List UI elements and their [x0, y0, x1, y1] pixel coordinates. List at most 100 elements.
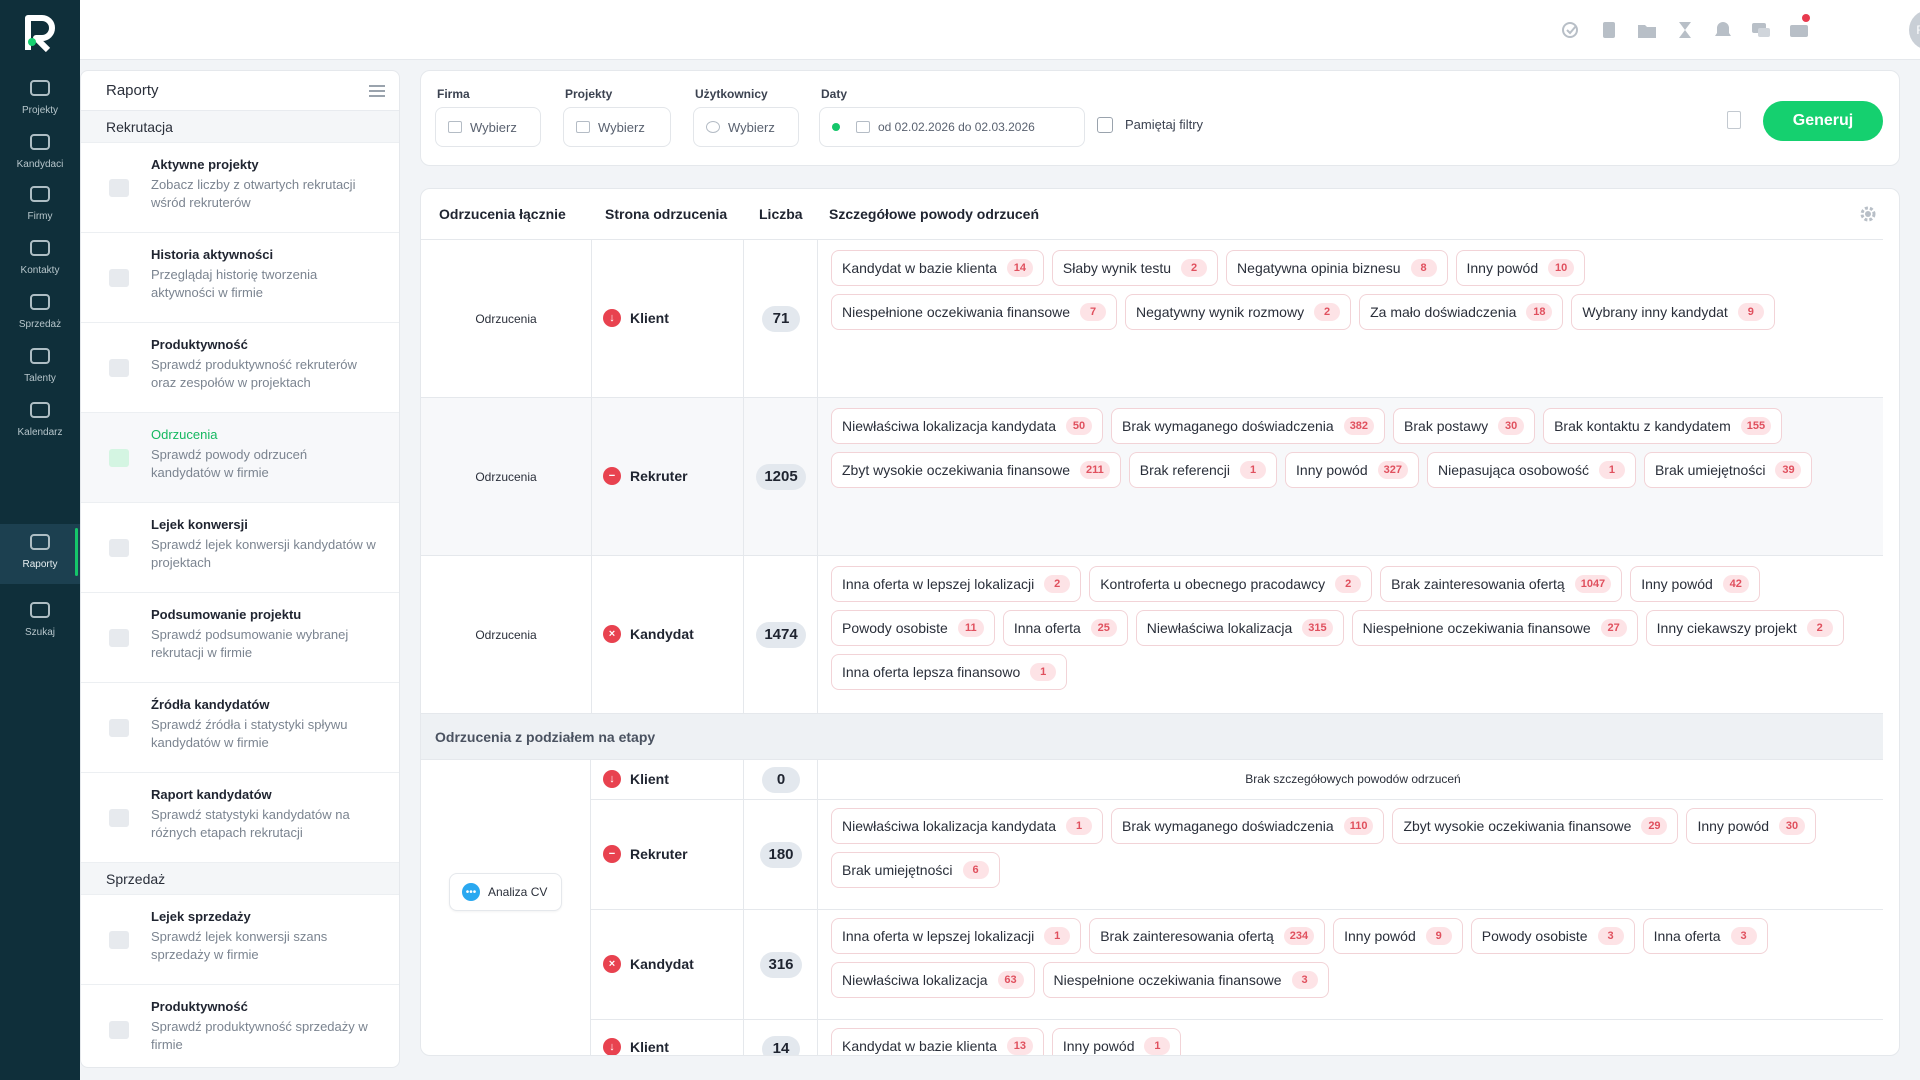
recruitment-report-item[interactable]: Podsumowanie projektu Sprawdź podsumowani…	[81, 593, 399, 683]
bell-icon[interactable]	[1712, 20, 1734, 40]
reason-label: Niespełnione oczekiwania finansowe	[1362, 620, 1591, 636]
report-title: Odrzucenia	[151, 427, 218, 442]
rejection-side: ↓ Klient	[603, 770, 669, 788]
reason-list: Niewłaściwa lokalizacja kandydata 50 Brak …	[823, 408, 1883, 488]
people-icon	[30, 134, 50, 150]
wallet-icon[interactable]	[1788, 20, 1810, 40]
reason-label: Za mało doświadczenia	[1370, 304, 1517, 320]
settings-gear-icon[interactable]	[1859, 205, 1877, 223]
reason-pill: Niespełnione oczekiwania finansowe 7	[831, 294, 1118, 330]
reason-count: 1	[1598, 461, 1625, 479]
report-icon	[109, 449, 129, 467]
rejection-side: × Kandydat	[603, 955, 694, 973]
nav-item-sprzedaż[interactable]: Sprzedaż	[0, 292, 80, 352]
calendar-icon	[30, 402, 50, 418]
remember-filters-checkbox[interactable]	[1097, 117, 1113, 133]
sales-report-item[interactable]: Produktywność Sprawdź produktywność sprze…	[81, 985, 399, 1067]
reason-pill: Inny powód 1	[1051, 1028, 1182, 1055]
menu-icon[interactable]	[369, 85, 385, 97]
export-document-icon[interactable]	[1727, 111, 1741, 129]
reason-label: Brak zainteresowania ofertą	[1391, 576, 1565, 592]
group-label: Odrzucenia	[475, 470, 537, 484]
search-icon	[30, 602, 50, 618]
reason-pill: Inna oferta w lepszej lokalizacji 2	[831, 566, 1082, 602]
reason-pill: Brak kontaktu z kandydatem 155	[1543, 408, 1783, 444]
reason-count: 7	[1080, 303, 1107, 321]
recruitment-report-item[interactable]: Produktywność Sprawdź produktywność rekru…	[81, 323, 399, 413]
reason-label: Kandydat w bazie klienta	[842, 260, 997, 276]
sales-report-item[interactable]: Lejek sprzedaży Sprawdź lejek konwersji s…	[81, 895, 399, 985]
report-icon	[109, 269, 129, 287]
column-divider	[591, 556, 592, 713]
users-select-value: Wybierz	[728, 119, 775, 135]
reason-pill: Powody osobiste 3	[1470, 918, 1635, 954]
reason-count: 6	[962, 861, 989, 879]
nav-item-firmy[interactable]: Firmy	[0, 184, 80, 244]
nav-item-kontakty[interactable]: Kontakty	[0, 238, 80, 298]
recruitment-report-item[interactable]: Historia aktywności Przeglądaj historię t…	[81, 233, 399, 323]
report-description: Sprawdź podsumowanie wybranej rekrutacji…	[151, 627, 349, 660]
reason-label: Negatywna opinia biznesu	[1237, 260, 1401, 276]
date-range-picker[interactable]: od 02.02.2026 do 02.03.2026	[819, 107, 1085, 147]
folder-icon[interactable]	[1636, 20, 1658, 40]
reason-count: 3	[1291, 971, 1318, 989]
reason-count: 18	[1526, 303, 1553, 321]
recruitment-report-item[interactable]: Lejek konwersji Sprawdź lejek konwersji k…	[81, 503, 399, 593]
reason-pill: Inny powód 327	[1285, 452, 1419, 488]
reason-count: 1047	[1574, 575, 1612, 593]
reason-count: 10	[1548, 259, 1575, 277]
reason-count: 2	[1806, 619, 1833, 637]
reason-pill: Niewłaściwa lokalizacja kandydata 1	[831, 808, 1103, 844]
side-label: Rekruter	[630, 468, 688, 484]
reason-label: Wybrany inny kandydat	[1582, 304, 1728, 320]
monitor-icon	[576, 121, 590, 133]
users-select[interactable]: Wybierz	[693, 107, 799, 147]
clipboard-icon[interactable]	[1598, 20, 1620, 40]
firm-select[interactable]: Wybierz	[435, 107, 541, 147]
user-avatar[interactable]: REC	[1909, 10, 1920, 50]
column-divider	[817, 556, 818, 713]
reason-pill: Inna oferta 25	[1002, 610, 1128, 646]
nav-item-talenty[interactable]: Talenty	[0, 346, 80, 406]
report-title: Źródła kandydatów	[151, 697, 270, 712]
nav-label: Talenty	[24, 373, 56, 384]
recruitment-report-item[interactable]: Aktywne projekty Zobacz liczby z otwartyc…	[81, 143, 399, 233]
reason-count: 2	[1335, 575, 1362, 593]
reason-count: 1	[1240, 461, 1267, 479]
stage-badge[interactable]: ••• Analiza CV	[449, 873, 563, 911]
rejection-side: − Rekruter	[603, 467, 688, 485]
nav-item-kalendarz[interactable]: Kalendarz	[0, 400, 80, 460]
no-reasons-text: Brak szczegółowych powodów odrzuceń	[1245, 772, 1461, 786]
nav-item-szukaj[interactable]: Szukaj	[0, 600, 80, 660]
hourglass-icon[interactable]	[1674, 20, 1696, 40]
nav-item-projekty[interactable]: Projekty	[0, 78, 80, 138]
reports-title: Raporty	[106, 82, 159, 99]
reason-count: 39	[1775, 461, 1802, 479]
chat-icon[interactable]	[1750, 20, 1772, 40]
recruitment-report-item[interactable]: Odrzucenia Sprawdź powody odrzuceń kandyd…	[81, 413, 399, 503]
project-select[interactable]: Wybierz	[563, 107, 671, 147]
monitor-icon	[30, 80, 50, 96]
report-icon	[109, 719, 129, 737]
checkmark-icon[interactable]	[1560, 20, 1582, 40]
app-logo[interactable]	[22, 12, 58, 52]
recruitment-report-item[interactable]: Źródła kandydatów Sprawdź źródła i statys…	[81, 683, 399, 773]
kandydat-icon: ×	[603, 625, 621, 643]
generate-button[interactable]: Generuj	[1763, 101, 1883, 141]
firm-select-value: Wybierz	[470, 119, 517, 135]
rejection-side: ↓ Klient	[603, 1038, 669, 1055]
calendar-icon	[856, 121, 870, 133]
recruitment-report-item[interactable]: Raport kandydatów Sprawdź statystyki kand…	[81, 773, 399, 863]
more-icon: •••	[462, 883, 480, 901]
rejection-count: 0	[751, 767, 811, 793]
total-row: Odrzucenia − Rekruter 1205 Niewłaściwa lokal…	[421, 397, 1883, 555]
side-label: Klient	[630, 771, 669, 787]
stages-section-header: Odrzucenia z podziałem na etapy	[421, 713, 1883, 759]
nav-item-raporty[interactable]: Raporty	[0, 524, 80, 584]
nav-item-kandydaci[interactable]: Kandydaci	[0, 132, 80, 192]
reason-pill: Kontroferta u obecnego pracodawcy 2	[1089, 566, 1373, 602]
reason-pill: Brak postawy 30	[1393, 408, 1536, 444]
count-badge: 14	[762, 1036, 800, 1055]
reason-pill: Inny powód 10	[1455, 250, 1586, 286]
status-dot	[832, 123, 840, 131]
